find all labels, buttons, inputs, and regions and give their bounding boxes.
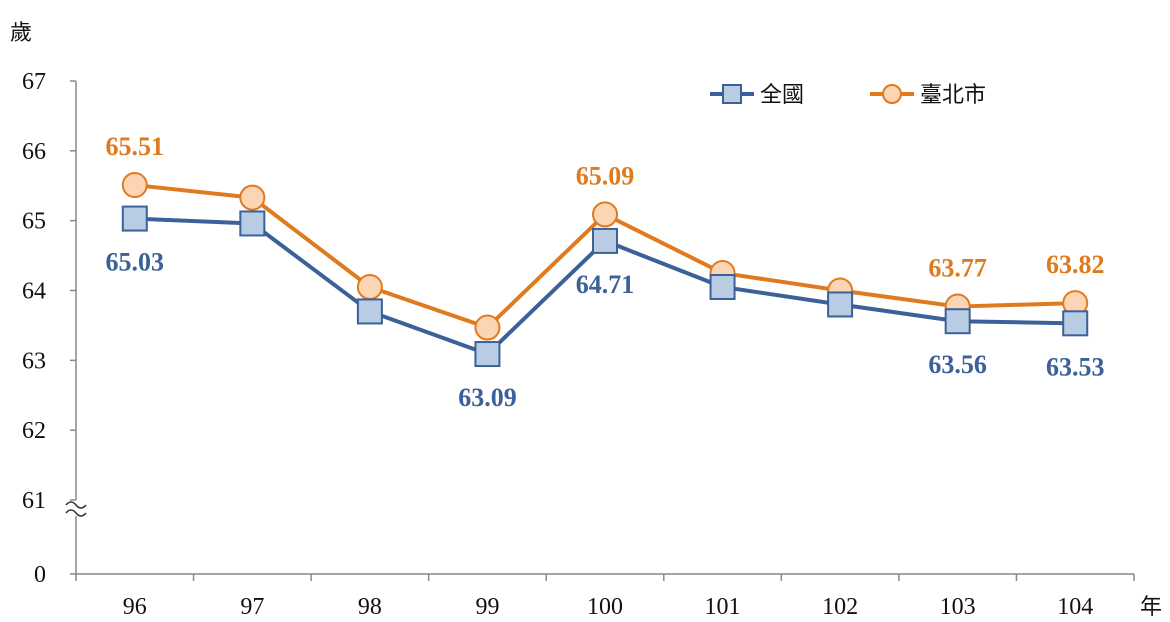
x-tick-label: 102 [822,594,858,620]
data-point [592,227,618,254]
data-point [1062,310,1089,337]
data-point [121,205,148,232]
y-axis-unit: 歲 [10,21,32,46]
axis-break-wave [65,501,87,509]
series-layer [121,172,1089,368]
legend-marker [882,84,902,104]
y-tick-label: 62 [22,418,46,444]
data-point [239,184,266,211]
x-axis-unit: 年 [1140,595,1162,620]
data-label: 64.71 [576,270,635,299]
y-tick-label: 61 [22,488,46,514]
y-tick-label: 63 [22,348,46,374]
axis-break-icon [64,500,88,517]
axis-break-wave [65,509,87,517]
axis-break-gap [64,500,88,516]
x-axis-ticks: 96 97 98 99 100 101 102 103 104 [123,594,1093,620]
data-point [121,172,148,199]
data-label: 65.51 [106,132,165,161]
data-label: 63.53 [1046,352,1105,381]
series-national [121,205,1089,368]
data-point [474,341,501,368]
data-point [356,298,383,325]
legend: 全國 臺北市 [710,83,986,108]
y-tick-label: 64 [22,279,46,305]
data-label: 65.03 [106,248,165,277]
data-point [709,274,736,301]
data-label: 63.56 [928,350,987,379]
y-axis-ticks: 0 61 62 63 64 65 66 67 [22,69,76,588]
legend-label: 臺北市 [920,83,986,108]
y-tick-label: 66 [22,139,46,165]
series-taipei [121,172,1089,341]
y-tick-label: 67 [22,69,46,95]
data-point [827,291,854,318]
data-point [592,201,618,228]
y-tick-label: 0 [34,562,46,588]
x-tick-label: 104 [1057,594,1093,620]
data-label: 63.82 [1046,250,1105,279]
data-point [356,274,383,301]
legend-item: 臺北市 [870,83,986,108]
x-tick-label: 98 [358,594,382,620]
data-label: 63.09 [458,383,517,412]
legend-item: 全國 [710,83,804,108]
x-tick-label: 99 [475,594,499,620]
x-tick-label: 100 [587,594,623,620]
data-point [944,308,971,335]
x-tick-label: 101 [705,594,741,620]
data-point [239,210,266,237]
x-tick-label: 103 [940,594,976,620]
data-label: 65.09 [576,161,635,190]
legend-marker [722,84,742,104]
axes [64,81,1135,581]
data-labels: 65.51 65.09 63.77 63.82 65.03 63.09 64.71 63.56… [106,132,1105,412]
data-label: 63.77 [928,254,987,283]
x-tick-label: 96 [123,594,147,620]
data-point [474,314,501,341]
legend-label: 全國 [760,83,804,108]
x-tick-label: 97 [240,594,264,620]
y-tick-label: 65 [22,209,46,235]
